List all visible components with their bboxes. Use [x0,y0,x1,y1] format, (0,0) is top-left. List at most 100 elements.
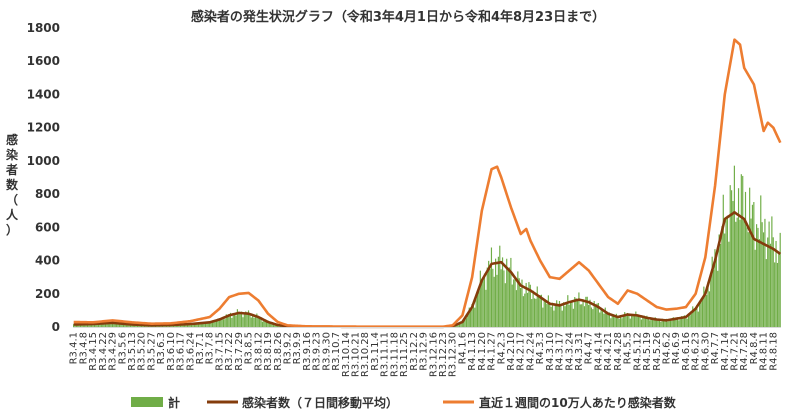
bar-day [710,272,712,327]
bar-day [585,296,587,327]
bar-day [503,270,505,327]
y-axis-label: 感染者数（人） [5,132,19,237]
y-tick-label: 800 [35,187,60,201]
y-tick-label: 1200 [27,121,60,135]
bar-day [185,324,187,327]
bar-day [256,313,258,327]
bar-day [686,318,688,327]
bar-day [674,317,676,327]
x-tick-label: R3.12.30 [448,332,459,377]
bar-day [234,314,236,327]
bar-day [757,227,759,327]
x-tick-label: R3.12.9 [419,332,430,371]
bar-day [771,216,773,327]
bar-day [224,319,226,327]
bar-day [225,314,227,327]
bar-day [653,318,655,327]
x-tick-label: R4.7.21 [729,332,740,371]
bar-day [521,279,523,327]
line-series-per-100k [73,38,782,328]
bar-day [629,318,631,327]
x-tick-label: R4.6.16 [681,332,692,371]
bar-day [549,303,551,327]
x-tick-label: R3.5.6 [117,332,128,364]
bar-day [753,202,755,327]
bar-day [271,323,273,327]
bar-day [696,304,698,327]
bar-day [96,323,98,327]
x-tick-label: R3.11.25 [399,332,410,377]
x-tick-label: R3.11.18 [389,332,400,377]
bar-day [543,300,545,327]
x-tick-label: R4.4.7 [584,332,595,364]
bar-day [750,218,752,327]
bar-day [658,320,661,327]
bar-day [647,319,649,327]
x-tick-label: R3.5.27 [146,332,157,371]
bar-day [461,321,463,327]
y-axis-label-char: 者 [5,162,18,177]
bar-day [189,324,191,327]
bar-day [528,282,530,327]
bar-day [213,322,215,327]
bar-day [268,322,270,327]
x-tick-label: R3.12.16 [428,332,439,377]
x-tick-label: R4.6.2 [661,332,672,364]
x-tick-label: R3.11.11 [380,332,391,377]
bar-day [687,314,690,327]
bar-day [574,297,576,327]
bar-day [221,317,223,327]
x-tick-label: R3.6.3 [156,332,167,364]
bar-day [204,323,207,327]
bar-day [463,321,465,327]
y-axis-label-char: （ [6,192,18,207]
bar-day [482,279,484,327]
bar-day [679,319,681,327]
bar-day [261,321,263,327]
bar-day [479,270,481,327]
x-tick-label: R3.8.5 [244,332,255,364]
bar-day [496,274,498,327]
x-tick-label: R3.6.17 [176,332,187,371]
bar-day [708,291,710,327]
bar-day [572,308,574,327]
bar-day [215,321,218,327]
bar-day [199,322,201,327]
x-tick-label: R4.8.18 [768,332,779,371]
bar-day [558,301,561,327]
y-axis-ticks: 0 200 400 600 800 1000 1200 1400 1600 1800 [27,21,60,334]
x-tick-label: R3.7.22 [224,332,235,371]
x-tick-label: R3.4.8 [78,332,89,364]
bar-day [111,321,114,327]
bar-day [508,267,511,327]
bar-day [565,302,567,327]
bar-day [739,219,741,327]
bar-day [733,165,735,327]
bar-day [510,257,512,327]
bar-day [93,323,95,327]
bar-day [726,215,729,327]
bar-day [481,282,483,327]
bar-day [689,315,691,327]
bar-day [671,320,673,327]
bar-day [127,323,129,327]
x-tick-label: R3.7.15 [214,332,225,371]
bar-day [665,318,667,327]
x-tick-label: R3.4.15 [88,332,99,371]
legend-label-total: 計 [168,395,180,410]
bar-day [749,187,751,327]
bar-day [507,269,509,327]
bar-day [621,318,623,327]
x-tick-label: R4.5.5 [623,332,634,364]
bar-day [692,306,694,327]
bar-day [742,175,744,327]
bar-day [576,300,579,327]
bar-day [618,318,620,327]
bar-day [626,312,629,327]
bar-day [490,247,493,327]
bar-day [499,245,501,327]
x-tick-label: R4.3.10 [545,332,556,371]
bar-day [540,294,543,327]
bar-day [227,316,229,327]
bar-day [228,314,230,327]
